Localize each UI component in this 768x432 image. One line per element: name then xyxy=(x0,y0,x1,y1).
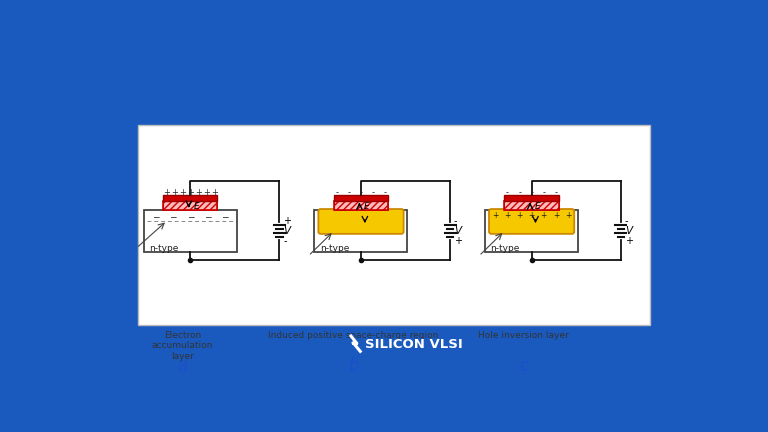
Text: -: - xyxy=(454,216,458,226)
Text: n-type: n-type xyxy=(491,245,520,254)
Text: c: c xyxy=(519,357,528,375)
Text: n-type: n-type xyxy=(320,245,349,254)
Text: -: - xyxy=(336,188,339,197)
Bar xyxy=(485,210,578,252)
Text: -: - xyxy=(372,188,375,197)
Text: -: - xyxy=(624,216,628,226)
Bar xyxy=(505,195,559,200)
Text: Electron
accumulation
layer: Electron accumulation layer xyxy=(152,331,214,361)
Text: +: + xyxy=(541,211,547,220)
Bar xyxy=(144,210,237,252)
Text: SILICON VLSI: SILICON VLSI xyxy=(365,338,462,351)
Bar xyxy=(314,210,408,252)
Text: +: + xyxy=(504,211,511,220)
Text: Hole inversion layer: Hole inversion layer xyxy=(478,331,569,340)
Text: -: - xyxy=(383,188,386,197)
Bar xyxy=(505,200,559,210)
Bar xyxy=(334,200,388,210)
Text: −: − xyxy=(204,212,211,221)
Text: $E$: $E$ xyxy=(363,200,371,211)
Text: +: + xyxy=(203,188,210,197)
Text: $E$: $E$ xyxy=(534,200,541,211)
Text: +: + xyxy=(624,236,633,246)
Text: $E$: $E$ xyxy=(193,200,200,211)
Bar xyxy=(164,200,217,210)
Text: +: + xyxy=(553,211,559,220)
Bar xyxy=(334,195,388,200)
Text: +: + xyxy=(564,211,571,220)
Text: -: - xyxy=(506,188,509,197)
Text: +: + xyxy=(187,188,194,197)
Text: $V$: $V$ xyxy=(454,224,464,236)
Bar xyxy=(164,200,217,210)
Text: +: + xyxy=(283,216,291,226)
Text: −: − xyxy=(187,212,194,221)
Text: +: + xyxy=(528,211,535,220)
Text: $V$: $V$ xyxy=(624,224,634,236)
Text: Induced positive space-charge region: Induced positive space-charge region xyxy=(268,331,439,340)
Text: +: + xyxy=(171,188,177,197)
Text: -: - xyxy=(359,188,362,197)
Text: -: - xyxy=(518,188,521,197)
Bar xyxy=(164,195,217,200)
Text: n-type: n-type xyxy=(149,245,179,254)
Text: -: - xyxy=(347,188,350,197)
Text: +: + xyxy=(211,188,218,197)
Text: +: + xyxy=(516,211,523,220)
Text: −: − xyxy=(152,212,159,221)
Bar xyxy=(137,125,650,324)
Bar xyxy=(505,200,559,210)
Text: +: + xyxy=(179,188,186,197)
Text: -: - xyxy=(554,188,557,197)
Text: +: + xyxy=(195,188,202,197)
Text: +: + xyxy=(454,236,462,246)
Text: b: b xyxy=(348,357,359,375)
FancyBboxPatch shape xyxy=(489,209,574,234)
Text: +: + xyxy=(163,188,170,197)
Text: -: - xyxy=(542,188,545,197)
Text: −: − xyxy=(169,212,177,221)
Text: +: + xyxy=(492,211,498,220)
Text: −: − xyxy=(221,212,229,221)
Text: $V$: $V$ xyxy=(283,224,293,236)
Text: a: a xyxy=(177,357,187,375)
Bar xyxy=(334,200,388,210)
Text: -: - xyxy=(283,236,287,246)
Text: -: - xyxy=(530,188,533,197)
FancyBboxPatch shape xyxy=(319,209,404,234)
